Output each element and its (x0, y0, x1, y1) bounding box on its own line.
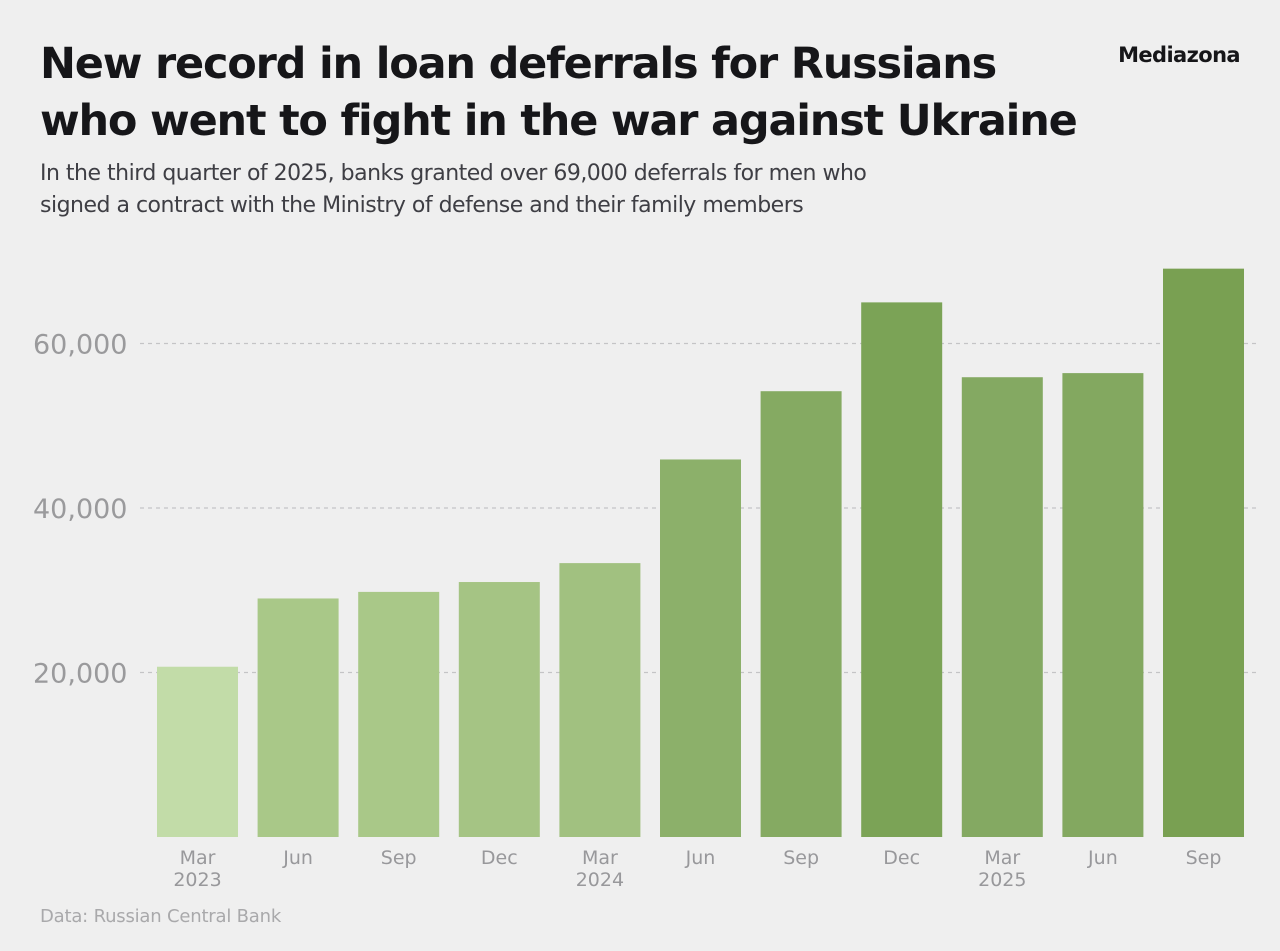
x-tick-label: Dec (481, 847, 518, 869)
data-source-note: Data: Russian Central Bank (40, 906, 282, 927)
x-tick-label: Jun (1087, 847, 1118, 869)
x-tick-label: Dec (883, 847, 920, 869)
brand-logo: Mediazona (1118, 43, 1241, 67)
bar (358, 591, 440, 837)
x-axis-tick-labels: Mar 2023 Jun Sep Dec Mar 2024 Jun Sep Dec Mar 2025 J… (173, 847, 1221, 891)
chart-title-line-2: who went to fight in the war against Ukr… (40, 96, 1078, 146)
bar (157, 666, 238, 837)
chart-subtitle-line-1: In the third quarter of 2025, banks gran… (40, 161, 867, 186)
bar (1062, 373, 1144, 837)
x-tick-label: Jun (282, 847, 313, 869)
bar (660, 459, 741, 837)
bar (559, 563, 641, 837)
y-tick-label: 40,000 (33, 494, 127, 525)
y-tick-label: 20,000 (33, 659, 127, 690)
chart-title: New record in loan deferrals for Russian… (40, 36, 1080, 150)
bar (1163, 268, 1244, 838)
x-tick-label: Mar 2025 (978, 847, 1026, 891)
y-tick-label: 60,000 (33, 330, 127, 361)
chart-subtitle: In the third quarter of 2025, banks gran… (40, 158, 867, 222)
bar (760, 391, 842, 837)
bar (861, 302, 943, 837)
x-tick-label: Sep (381, 847, 417, 869)
chart-title-line-1: New record in loan deferrals for Russian… (40, 39, 997, 89)
x-tick-label: Jun (685, 847, 716, 869)
x-tick-label: Sep (1186, 847, 1222, 869)
bar (458, 582, 540, 837)
x-tick-label: Mar 2024 (576, 847, 624, 891)
bar (257, 598, 339, 837)
chart-subtitle-line-2: signed a contract with the Ministry of d… (40, 193, 804, 218)
y-axis-tick-labels: 20,000 40,000 60,000 (33, 330, 127, 690)
bars (157, 268, 1244, 838)
bar (961, 377, 1043, 837)
x-tick-label: Sep (783, 847, 819, 869)
x-tick-label: Mar 2023 (173, 847, 221, 891)
